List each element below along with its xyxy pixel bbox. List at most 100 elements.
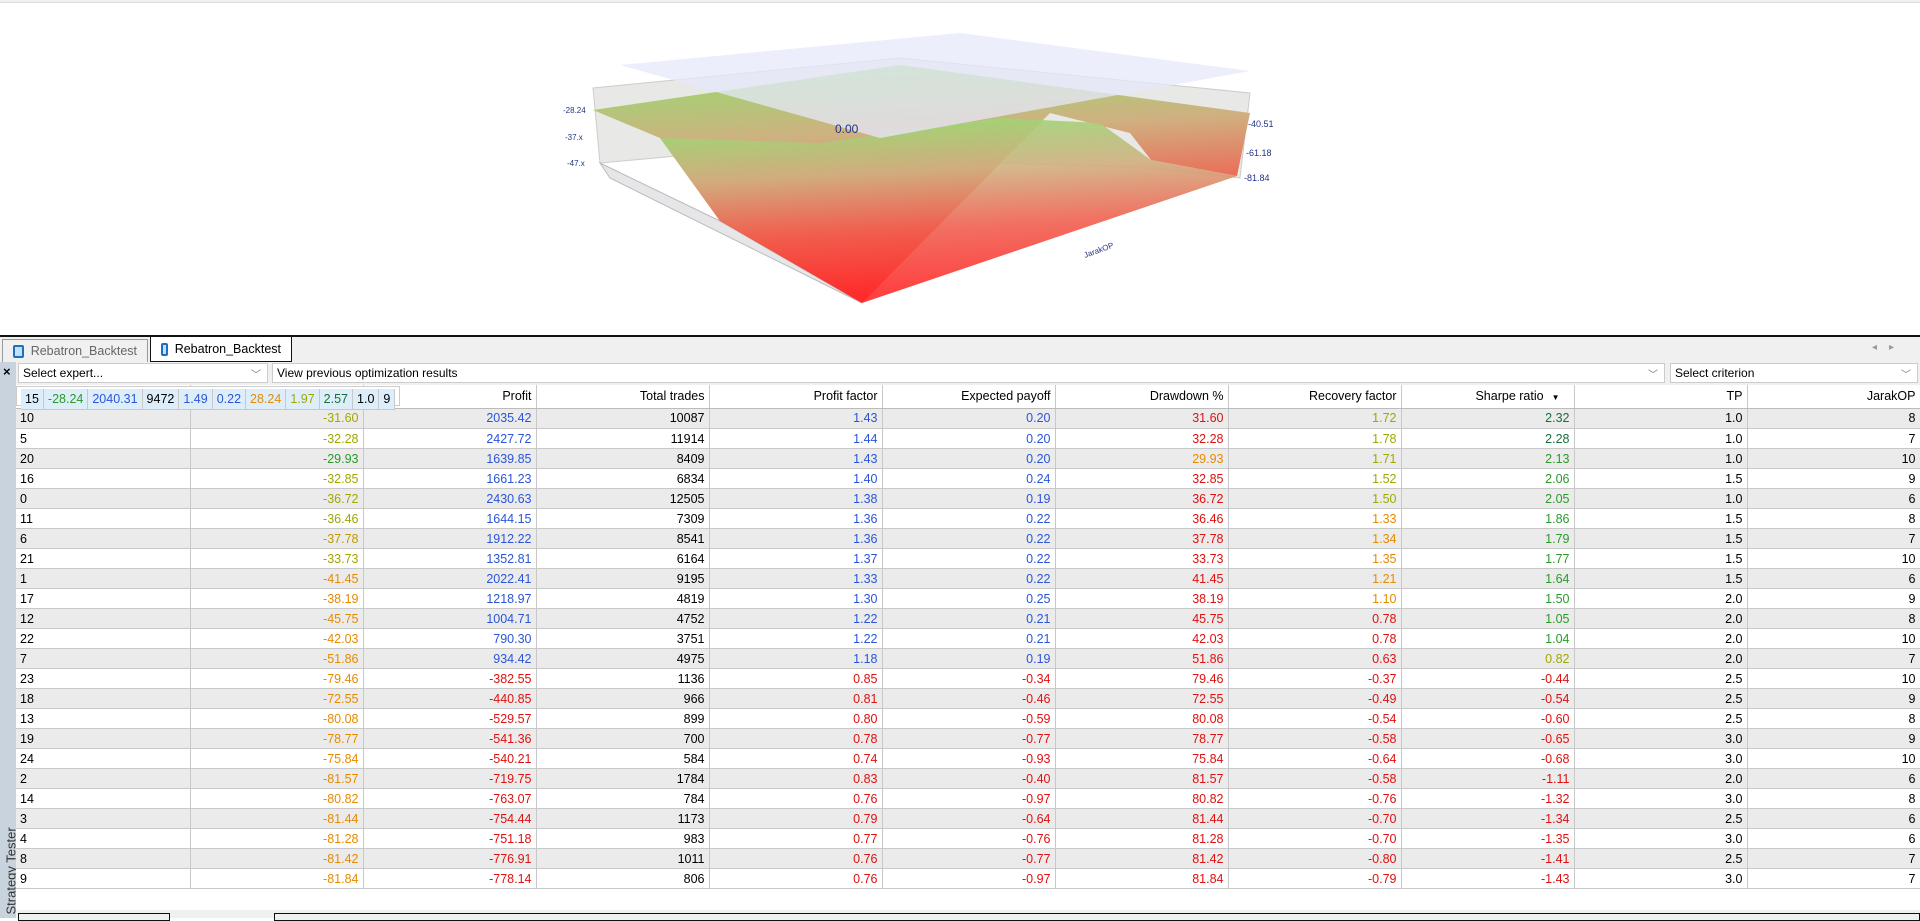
cell-sharpe-ratio: -0.54: [1401, 688, 1575, 709]
cell-total-trades: 1784: [536, 768, 710, 789]
column-header-expected-payoff[interactable]: Expected payoff: [882, 385, 1056, 409]
cell-tp: 1.5: [1574, 568, 1748, 589]
cell-pass: 3: [16, 808, 191, 829]
column-header-label: Profit: [502, 389, 532, 404]
cell-tp: 1.5: [1574, 528, 1748, 549]
table-row[interactable]: 1 -41.45 2022.41 9195 1.33 0.22 41.45 1.21 1.64 1…: [16, 568, 1920, 589]
column-header-label: Total trades: [639, 389, 705, 404]
table-row[interactable]: 2 -81.57 -719.75 1784 0.83 -0.40 81.57 -0.58 -1.…: [16, 768, 1920, 789]
cell-result: -80.82: [190, 788, 364, 809]
table-row[interactable]: 10 -31.60 2035.42 10087 1.43 0.20 31.60 1.72 2.3…: [16, 408, 1920, 429]
column-header-drawdown[interactable]: Drawdown %: [1055, 385, 1229, 409]
cell-tp: 2.0: [1574, 648, 1748, 669]
table-row[interactable]: 8 -81.42 -776.91 1011 0.76 -0.77 81.42 -0.80 -1.…: [16, 848, 1920, 869]
column-header-recovery-factor[interactable]: Recovery factor: [1228, 385, 1402, 409]
table-row[interactable]: 5 -32.28 2427.72 11914 1.44 0.20 32.28 1.78 2.28…: [16, 428, 1920, 449]
tab-scroll-arrows-icon[interactable]: ◂▸: [1871, 342, 1906, 353]
table-row[interactable]: 19 -78.77 -541.36 700 0.78 -0.77 78.77 -0.58 -0.…: [16, 728, 1920, 749]
cell-profit: 2427.72: [363, 428, 537, 449]
cell-result: -31.60: [190, 408, 364, 429]
cell-tp: 2.5: [1574, 688, 1748, 709]
select-expert-dropdown[interactable]: Select expert... ﹀: [18, 363, 268, 383]
bottom-tab[interactable]: [18, 913, 170, 921]
chart-z-label: -81.84: [1244, 173, 1270, 183]
cell-result: -51.86: [190, 648, 364, 669]
table-row[interactable]: 14 -80.82 -763.07 784 0.76 -0.97 80.82 -0.76 -1.…: [16, 788, 1920, 809]
cell-sharpe-ratio: 2.06: [1401, 468, 1575, 489]
cell-drawdown: 28.24: [245, 389, 287, 410]
table-row[interactable]: 13 -80.08 -529.57 899 0.80 -0.59 80.08 -0.54 -0.…: [16, 708, 1920, 729]
cell-total-trades: 784: [536, 788, 710, 809]
cell-jarakop: 8: [1747, 408, 1920, 429]
optimization-3d-chart[interactable]: 0.00 -40.51 -61.18 -81.84 -28.24 -37.x -…: [0, 3, 1920, 335]
tab-rebatron-backtest-2[interactable]: Rebatron_Backtest: [150, 337, 292, 362]
column-header-jarakop[interactable]: JarakOP: [1747, 385, 1920, 409]
cell-profit: -754.44: [363, 808, 537, 829]
cell-result: -38.19: [190, 588, 364, 609]
cell-expected-payoff: -0.34: [882, 668, 1056, 689]
cell-jarakop: 7: [1747, 428, 1920, 449]
cell-tp: 2.5: [1574, 708, 1748, 729]
cell-pass: 17: [16, 588, 191, 609]
table-row[interactable]: 4 -81.28 -751.18 983 0.77 -0.76 81.28 -0.70 -1.3…: [16, 828, 1920, 849]
cell-pass: 14: [16, 788, 191, 809]
chart-center-label: 0.00: [835, 122, 859, 136]
column-header-total-trades[interactable]: Total trades: [536, 385, 710, 409]
cell-expected-payoff: -0.40: [882, 768, 1056, 789]
column-header-tp[interactable]: TP: [1574, 385, 1748, 409]
cell-result: -32.28: [190, 428, 364, 449]
cell-total-trades: 9472: [142, 389, 180, 410]
cell-total-trades: 6164: [536, 548, 710, 569]
table-row[interactable]: 11 -36.46 1644.15 7309 1.36 0.22 36.46 1.33 1.86…: [16, 508, 1920, 529]
cell-profit-factor: 1.40: [709, 468, 883, 489]
toolbar: Select expert... ﹀ View previous optimiz…: [16, 362, 1920, 385]
cell-drawdown: 36.46: [1055, 508, 1229, 529]
cell-jarakop: 7: [1747, 848, 1920, 869]
cell-profit: 1352.81: [363, 548, 537, 569]
cell-recovery-factor: 1.52: [1228, 468, 1402, 489]
table-row[interactable]: 17 -38.19 1218.97 4819 1.30 0.25 38.19 1.10 1.50…: [16, 588, 1920, 609]
cell-result: -42.03: [190, 628, 364, 649]
cell-recovery-factor: -0.49: [1228, 688, 1402, 709]
cell-sharpe-ratio: 1.79: [1401, 528, 1575, 549]
select-criterion-dropdown[interactable]: Select criterion ﹀: [1670, 363, 1918, 383]
table-row[interactable]: 18 -72.55 -440.85 966 0.81 -0.46 72.55 -0.49 -0.…: [16, 688, 1920, 709]
cell-expected-payoff: 0.20: [882, 448, 1056, 469]
table-row[interactable]: 23 -79.46 -382.55 1136 0.85 -0.34 79.46 -0.37 -0…: [16, 668, 1920, 689]
column-header-profit-factor[interactable]: Profit factor: [709, 385, 883, 409]
table-row[interactable]: 20 -29.93 1639.85 8409 1.43 0.20 29.93 1.71 2.13…: [16, 448, 1920, 469]
table-row[interactable]: 24 -75.84 -540.21 584 0.74 -0.93 75.84 -0.64 -0.…: [16, 748, 1920, 769]
cell-drawdown: 75.84: [1055, 748, 1229, 769]
cell-profit-factor: 1.18: [709, 648, 883, 669]
cell-tp: 1.5: [1574, 508, 1748, 529]
cell-profit-factor: 1.30: [709, 588, 883, 609]
cell-drawdown: 36.72: [1055, 488, 1229, 509]
optimization-results-dropdown[interactable]: View previous optimization results ﹀: [272, 363, 1665, 383]
table-row[interactable]: 21 -33.73 1352.81 6164 1.37 0.22 33.73 1.35 1.77…: [16, 548, 1920, 569]
table-row[interactable]: 22 -42.03 790.30 3751 1.22 0.21 42.03 0.78 1.04 2…: [16, 628, 1920, 649]
cell-tp: 1.0: [352, 389, 380, 410]
cell-profit-factor: 1.49: [178, 389, 213, 410]
tab-rebatron-backtest-1[interactable]: Rebatron_Backtest: [2, 339, 148, 363]
close-icon[interactable]: ×: [3, 364, 11, 379]
cell-expected-payoff: -0.46: [882, 688, 1056, 709]
table-row[interactable]: 7 -51.86 934.42 4975 1.18 0.19 51.86 0.63 0.82 2.…: [16, 648, 1920, 669]
select-criterion-label: Select criterion: [1675, 366, 1755, 380]
table-row[interactable]: 6 -37.78 1912.22 8541 1.36 0.22 37.78 1.34 1.79 1…: [16, 528, 1920, 549]
cell-total-trades: 3751: [536, 628, 710, 649]
cell-sharpe-ratio: 2.32: [1401, 408, 1575, 429]
cell-sharpe-ratio: -0.60: [1401, 708, 1575, 729]
cell-profit: 1661.23: [363, 468, 537, 489]
table-row[interactable]: 9 -81.84 -778.14 806 0.76 -0.97 81.84 -0.79 -1.4…: [16, 868, 1920, 889]
table-row[interactable]: 15 -28.24 2040.31 9472 1.49 0.22 28.24 1.97 2.57…: [16, 386, 401, 410]
column-header-label: Sharpe ratio: [1475, 389, 1544, 404]
cell-profit-factor: 1.36: [709, 508, 883, 529]
table-row[interactable]: 3 -81.44 -754.44 1173 0.79 -0.64 81.44 -0.70 -1.…: [16, 808, 1920, 829]
table-row[interactable]: 12 -45.75 1004.71 4752 1.22 0.21 45.75 0.78 1.05…: [16, 608, 1920, 629]
table-row[interactable]: 16 -32.85 1661.23 6834 1.40 0.24 32.85 1.52 2.06…: [16, 468, 1920, 489]
cell-tp: 2.0: [1574, 588, 1748, 609]
column-header-sharpe-ratio[interactable]: Sharpe ratio ▼: [1401, 385, 1575, 409]
column-header-profit[interactable]: Profit: [363, 385, 537, 409]
table-row[interactable]: 0 -36.72 2430.63 12505 1.38 0.19 36.72 1.50 2.05…: [16, 488, 1920, 509]
cell-pass: 8: [16, 848, 191, 869]
